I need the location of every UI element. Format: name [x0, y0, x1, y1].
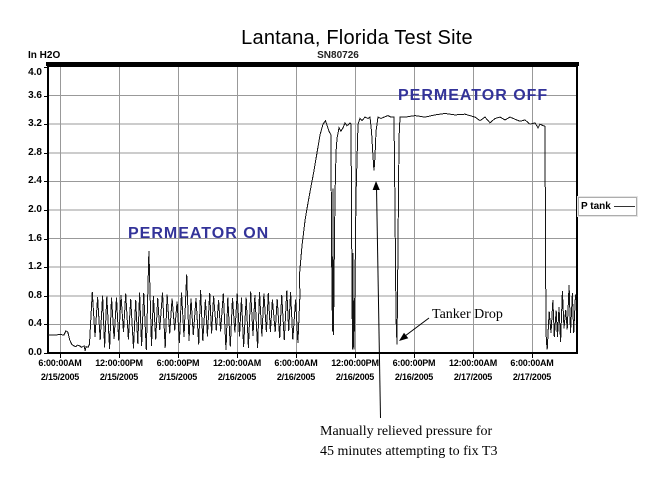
x-tick-date-label: 2/16/2005 — [394, 372, 434, 382]
chart-subtitle: SN80726 — [317, 50, 359, 61]
x-tick-time-label: 6:00:00PM — [392, 358, 436, 368]
x-tick-date-label: 2/17/2005 — [512, 372, 552, 382]
legend-series-label: P tank — [581, 201, 611, 212]
legend-box: P tank — [578, 197, 637, 216]
x-tick-date-label: 2/16/2005 — [335, 372, 375, 382]
x-tick-date-label: 2/15/2005 — [99, 372, 139, 382]
x-tick-time-label: 12:00:00PM — [331, 358, 379, 368]
annotation-permeator-off: PERMEATOR OFF — [398, 87, 549, 104]
x-tick-date-label: 2/16/2005 — [217, 372, 257, 382]
y-axis-unit-label: In H2O — [28, 50, 61, 61]
x-tick-time-label: 12:00:00PM — [95, 358, 143, 368]
y-tick-label: 4.0 — [28, 67, 42, 78]
y-tick-label: 1.2 — [28, 261, 42, 273]
y-tick-label: 0.8 — [28, 289, 42, 301]
x-tick-time-label: 6:00:00AM — [38, 358, 82, 368]
y-tick-label: 0.4 — [28, 318, 42, 330]
annotation-tanker-drop: Tanker Drop — [432, 307, 503, 322]
x-tick-time-label: 12:00:00AM — [448, 358, 498, 368]
annotation-manual-relief-line2: 45 minutes attempting to fix T3 — [320, 444, 498, 459]
y-tick-label: 2.0 — [28, 204, 42, 215]
x-tick-date-label: 2/15/2005 — [158, 372, 198, 382]
annotation-permeator-on: PERMEATOR ON — [128, 225, 270, 242]
x-tick-date-label: 2/15/2005 — [40, 372, 80, 382]
x-tick-time-label: 6:00:00AM — [274, 358, 318, 368]
y-tick-label: 2.4 — [28, 175, 42, 187]
annotation-manual-relief-line1: Manually relieved pressure for — [320, 424, 493, 439]
x-tick-time-label: 6:00:00PM — [156, 358, 200, 368]
x-tick-date-label: 2/17/2005 — [453, 372, 493, 382]
legend-line-sample — [613, 206, 635, 207]
y-tick-label: 2.8 — [28, 146, 42, 158]
y-tick-label: 3.2 — [28, 118, 42, 130]
y-tick-label: 0.0 — [28, 347, 42, 358]
y-tick-label: 3.6 — [28, 89, 42, 101]
chart-title: Lantana, Florida Test Site — [241, 27, 473, 49]
x-tick-time-label: 6:00:00AM — [510, 358, 554, 368]
y-tick-label: 1.6 — [28, 232, 42, 244]
x-tick-date-label: 2/16/2005 — [276, 372, 316, 382]
annotation-manual-relief: Manually relieved pressure for 45 minute… — [320, 422, 497, 462]
x-tick-time-label: 12:00:00AM — [212, 358, 262, 368]
